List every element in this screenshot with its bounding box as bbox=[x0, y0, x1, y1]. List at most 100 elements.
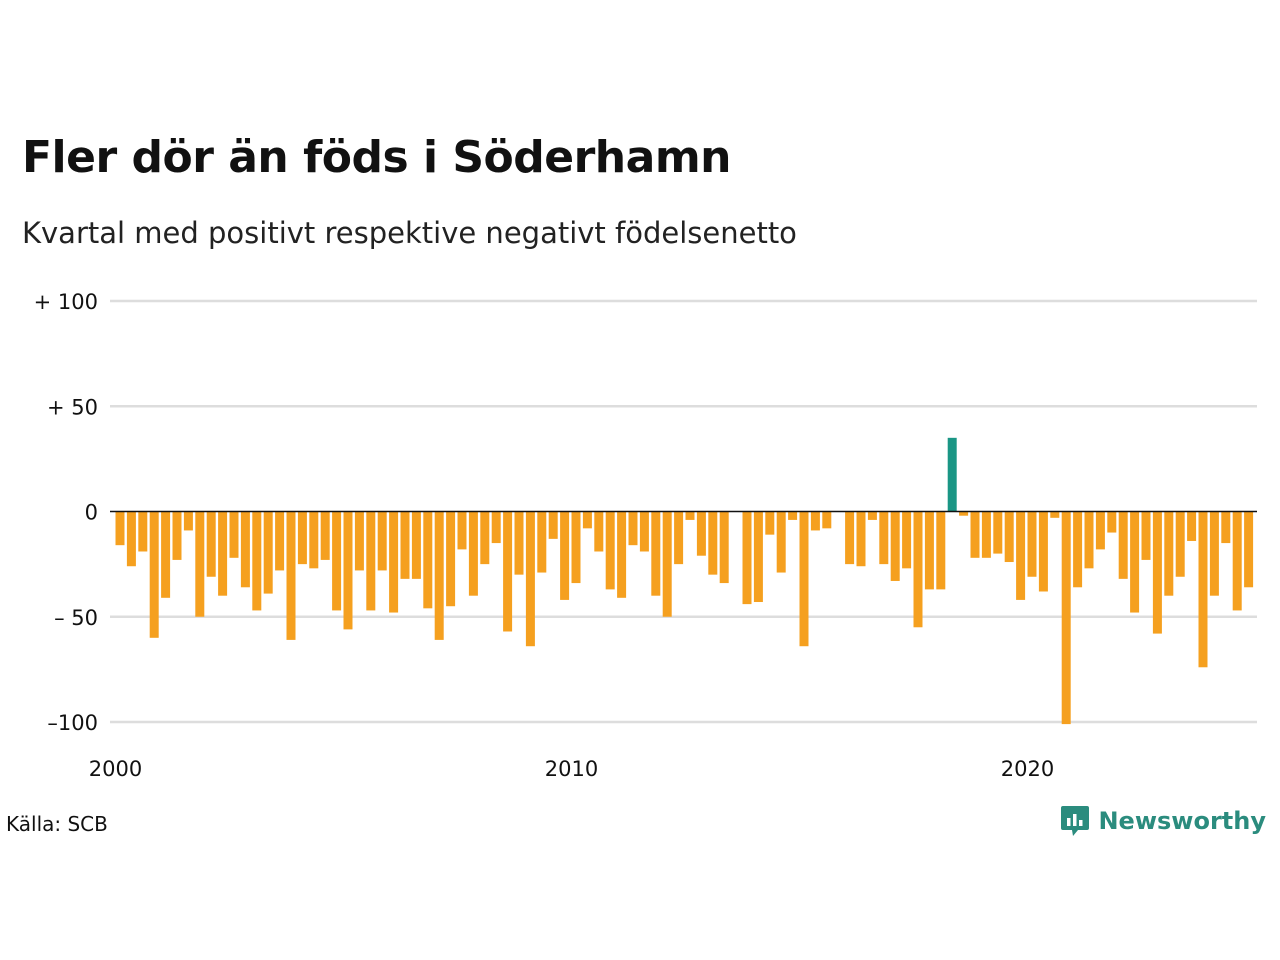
bar-negative bbox=[674, 511, 684, 565]
bar-negative bbox=[651, 511, 661, 596]
bar-negative bbox=[719, 511, 729, 584]
bar-negative bbox=[879, 511, 889, 565]
bar-negative bbox=[1198, 511, 1208, 668]
y-axis-labels: + 100 + 50 0 – 50 –100 bbox=[34, 290, 98, 735]
bar-negative bbox=[423, 511, 433, 609]
bar-negative bbox=[366, 511, 376, 611]
bar-negative bbox=[1038, 511, 1048, 592]
bar-negative bbox=[617, 511, 627, 598]
bar-negative bbox=[571, 511, 581, 584]
bar-negative bbox=[662, 511, 672, 617]
bar-negative bbox=[218, 511, 228, 596]
x-tick-label: 2020 bbox=[1001, 757, 1054, 781]
bar-negative bbox=[628, 511, 638, 546]
bar-negative bbox=[1209, 511, 1219, 596]
bar-negative bbox=[1107, 511, 1117, 533]
bar-negative bbox=[1221, 511, 1231, 544]
bar-negative bbox=[206, 511, 216, 577]
bar-negative bbox=[765, 511, 775, 535]
bar-negative bbox=[343, 511, 353, 630]
source-note: Källa: SCB bbox=[6, 812, 108, 836]
bar-negative bbox=[548, 511, 558, 539]
bar-negative bbox=[582, 511, 592, 529]
bar-negative bbox=[434, 511, 444, 640]
bar-negative bbox=[867, 511, 877, 520]
bar-negative bbox=[400, 511, 410, 579]
bar-negative bbox=[263, 511, 273, 594]
bar-negative bbox=[696, 511, 706, 556]
bar-negative bbox=[959, 511, 969, 516]
bar-negative bbox=[195, 511, 205, 617]
bar-negative bbox=[297, 511, 307, 565]
bar-negative bbox=[1027, 511, 1037, 577]
bar-negative bbox=[525, 511, 535, 647]
brand-logo: Newsworthy bbox=[1060, 804, 1266, 838]
bar-negative bbox=[1187, 511, 1197, 541]
y-tick-label: – 50 bbox=[54, 606, 98, 630]
bar-negative bbox=[1152, 511, 1162, 634]
bar-negative bbox=[537, 511, 547, 573]
bar-negative bbox=[457, 511, 467, 550]
bar-negative bbox=[468, 511, 478, 596]
bar-negative bbox=[275, 511, 285, 571]
bar-negative bbox=[332, 511, 342, 611]
bar-negative bbox=[252, 511, 262, 611]
bar-negative bbox=[377, 511, 387, 571]
bar-negative bbox=[149, 511, 159, 638]
bar-negative bbox=[845, 511, 855, 565]
bars bbox=[115, 437, 1254, 725]
bar-negative bbox=[1164, 511, 1174, 596]
brand-name: Newsworthy bbox=[1098, 807, 1266, 835]
bar-negative bbox=[480, 511, 490, 565]
bar-positive bbox=[947, 437, 957, 512]
bar-negative bbox=[1004, 511, 1014, 563]
bar-negative bbox=[138, 511, 148, 552]
bar-negative bbox=[229, 511, 239, 558]
bar-negative bbox=[354, 511, 364, 571]
bar-negative bbox=[742, 511, 752, 605]
bar-negative bbox=[1141, 511, 1151, 560]
bar-negative bbox=[708, 511, 718, 575]
bar-negative bbox=[1016, 511, 1026, 600]
bar-negative bbox=[389, 511, 399, 613]
y-tick-label: 0 bbox=[85, 501, 98, 525]
chart-subtitle: Kvartal med positivt respektive negativt… bbox=[22, 216, 797, 250]
bar-negative bbox=[981, 511, 991, 558]
bar-negative bbox=[1244, 511, 1254, 588]
bar-negative bbox=[1073, 511, 1083, 588]
bar-negative bbox=[822, 511, 832, 529]
bar-negative bbox=[115, 511, 125, 546]
bar-negative bbox=[1130, 511, 1140, 613]
bar-negative bbox=[936, 511, 946, 590]
bar-negative bbox=[309, 511, 319, 569]
bar-negative bbox=[183, 511, 193, 531]
bar-negative bbox=[491, 511, 501, 544]
bar-negative bbox=[924, 511, 934, 590]
x-tick-label: 2010 bbox=[545, 757, 598, 781]
bar-negative bbox=[993, 511, 1003, 554]
bar-negative bbox=[856, 511, 866, 567]
bar-negative bbox=[605, 511, 615, 590]
bar-negative bbox=[1050, 511, 1060, 518]
bar-negative bbox=[514, 511, 524, 575]
bar-negative bbox=[594, 511, 604, 552]
x-axis-labels: 2000 2010 2020 bbox=[89, 757, 1054, 781]
bar-negative bbox=[320, 511, 330, 560]
newsworthy-logo-icon bbox=[1061, 806, 1090, 836]
bar-negative bbox=[560, 511, 570, 600]
bar-negative bbox=[1175, 511, 1185, 577]
bar-negative bbox=[503, 511, 513, 632]
y-tick-label: + 50 bbox=[47, 395, 98, 419]
bar-negative bbox=[1232, 511, 1242, 611]
bar-negative bbox=[1084, 511, 1094, 569]
bar-negative bbox=[411, 511, 421, 579]
bar-negative bbox=[1095, 511, 1105, 550]
bar-negative bbox=[753, 511, 763, 603]
bar-negative bbox=[902, 511, 912, 569]
y-tick-label: + 100 bbox=[34, 290, 98, 314]
chart-title: Fler dör än föds i Söderhamn bbox=[22, 132, 732, 183]
bar-negative bbox=[1061, 511, 1071, 725]
bar-negative bbox=[1118, 511, 1128, 579]
bar-negative bbox=[161, 511, 171, 598]
